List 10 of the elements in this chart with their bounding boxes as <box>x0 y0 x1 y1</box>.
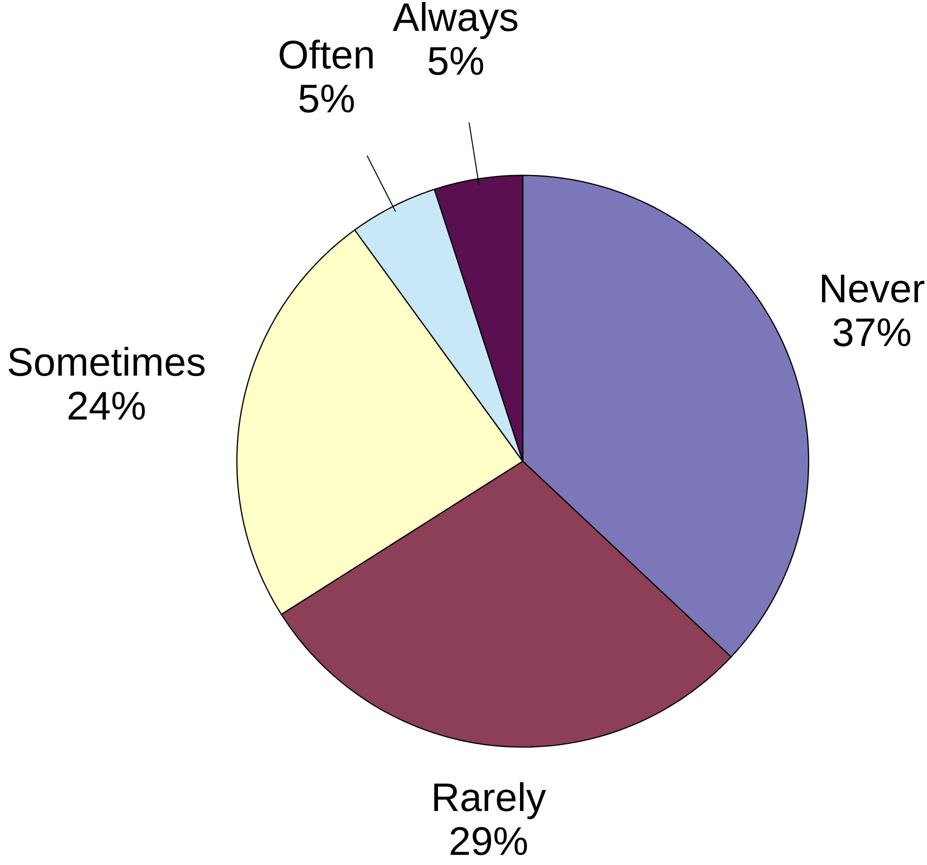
data-label: 5% <box>428 47 484 76</box>
slice-label: Never <box>822 274 924 303</box>
data-label: 37% <box>834 318 910 346</box>
slice-label: Often <box>280 40 373 69</box>
data-label: 5% <box>299 84 354 113</box>
data-label: 24% <box>68 392 145 420</box>
slice-label: Sometimes <box>8 346 205 376</box>
slice-label: Always <box>392 2 518 40</box>
slice-label: Rarely <box>434 782 546 820</box>
data-label: 29% <box>450 827 527 856</box>
